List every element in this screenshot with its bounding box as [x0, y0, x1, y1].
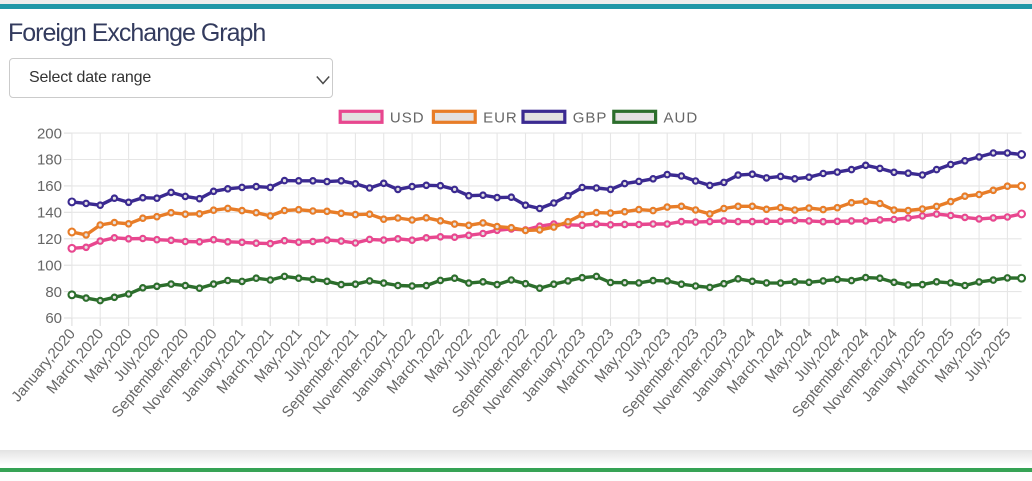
svg-text:180: 180 [37, 152, 62, 169]
svg-text:GBP: GBP [573, 109, 608, 126]
svg-text:200: 200 [37, 125, 62, 142]
svg-text:120: 120 [37, 231, 62, 248]
svg-text:USD: USD [390, 109, 425, 126]
svg-text:80: 80 [45, 284, 62, 301]
svg-text:140: 140 [37, 205, 62, 222]
svg-text:100: 100 [37, 257, 62, 274]
svg-text:160: 160 [37, 178, 62, 195]
svg-text:AUD: AUD [664, 109, 699, 126]
svg-text:EUR: EUR [483, 109, 518, 126]
svg-text:60: 60 [45, 310, 62, 327]
